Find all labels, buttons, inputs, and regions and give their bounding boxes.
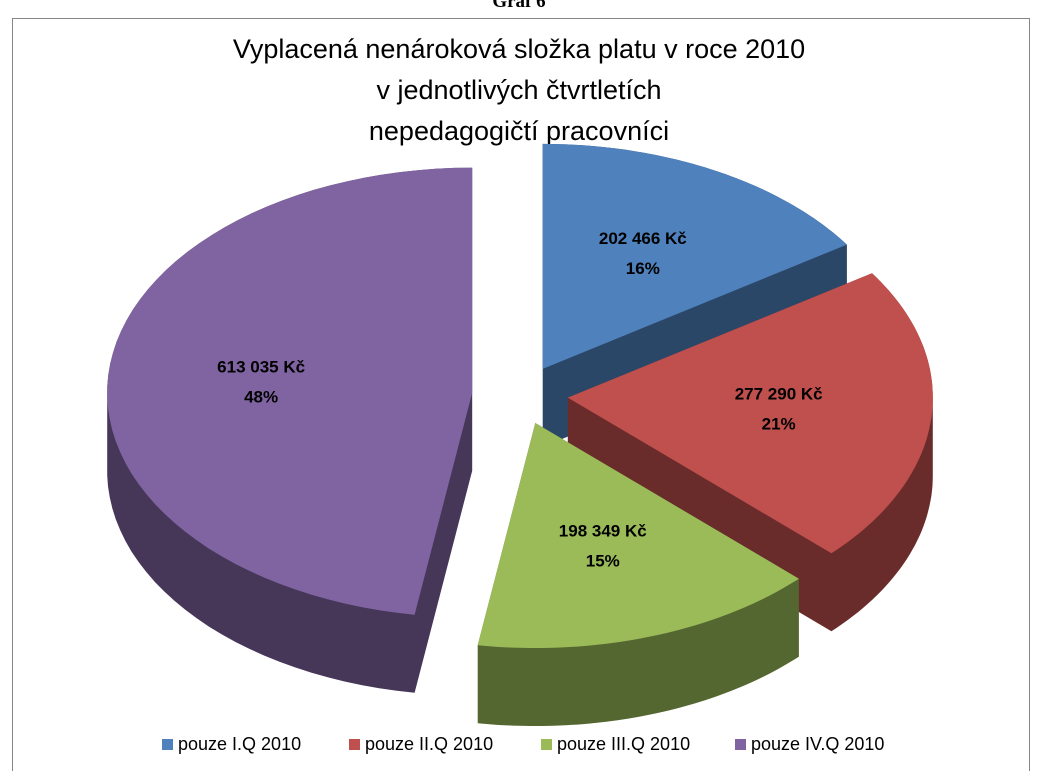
- legend-label: pouze I.Q 2010: [178, 734, 301, 754]
- slice: [567, 273, 933, 554]
- legend-swatch: [541, 739, 552, 750]
- legend-swatch: [735, 739, 746, 750]
- chart-frame: [12, 18, 1030, 771]
- legend-label: pouze II.Q 2010: [365, 734, 493, 754]
- chart-title: Vyplacená nenároková složka platu v roce…: [233, 34, 805, 146]
- legend-label: pouze IV.Q 2010: [751, 734, 884, 754]
- data-label: 277 290 Kč: [735, 384, 823, 403]
- percent-label: 16%: [626, 259, 660, 278]
- slice: [542, 143, 847, 369]
- percent-label: 48%: [244, 387, 278, 406]
- percent-label: 15%: [586, 552, 620, 571]
- legend-swatch: [349, 739, 360, 750]
- legend: pouze I.Q 2010 pouze II.Q 2010 pouze III.Q…: [162, 734, 884, 754]
- legend-swatch: [162, 739, 173, 750]
- legend-label: pouze III.Q 2010: [557, 734, 690, 754]
- slice: [477, 423, 799, 648]
- title-line: v jednotlivých čtvrtletích: [376, 75, 661, 105]
- slice: [107, 167, 473, 615]
- data-label: 198 349 Kč: [559, 522, 647, 541]
- pie: 202 466 Kč 16% 277 290 Kč 21% 198 349 Kč 15% 6…: [107, 143, 933, 726]
- percent-label: 21%: [762, 414, 796, 433]
- title-line: Vyplacená nenároková složka platu v roce…: [233, 34, 805, 64]
- page-header: Graf 6: [492, 0, 545, 12]
- data-label: 202 466 Kč: [599, 229, 687, 248]
- data-label: 613 035 Kč: [217, 357, 305, 376]
- title-line: nepedagogičtí pracovníci: [369, 116, 669, 146]
